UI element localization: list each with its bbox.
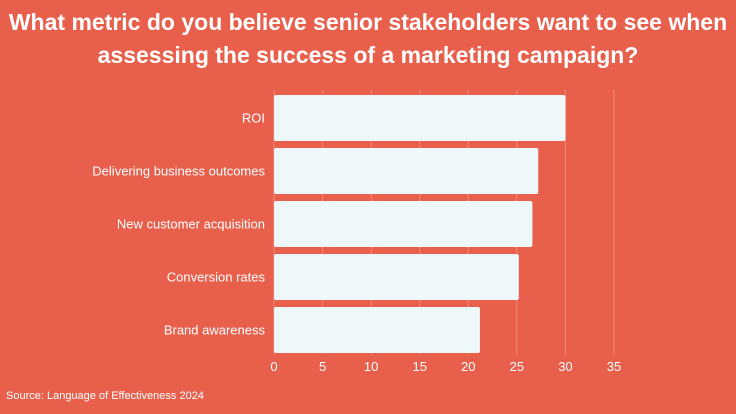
- x-tick-label: 5: [319, 359, 326, 374]
- bar: [274, 95, 566, 141]
- category-label: New customer acquisition: [117, 217, 265, 232]
- category-label: Delivering business outcomes: [92, 164, 265, 179]
- x-tick-label: 15: [412, 359, 426, 374]
- bar: [274, 201, 533, 247]
- category-label: Brand awareness: [164, 323, 266, 338]
- source-note: Source: Language of Effectiveness 2024: [6, 390, 204, 402]
- x-tick-label: 10: [364, 359, 378, 374]
- chart-title: What metric do you believe senior stakeh…: [8, 9, 728, 68]
- x-tick-labels: 0 5 10 15 20 25 30 35: [270, 359, 621, 374]
- x-tick-label: 0: [270, 359, 277, 374]
- category-label: Conversion rates: [167, 270, 266, 285]
- x-tick-label: 20: [461, 359, 475, 374]
- bar: [274, 148, 539, 194]
- bars: [274, 95, 566, 353]
- x-tick-label: 30: [558, 359, 572, 374]
- x-tick-label: 25: [510, 359, 524, 374]
- bar: [274, 254, 519, 300]
- category-label: ROI: [242, 111, 265, 126]
- bar: [274, 307, 480, 353]
- category-labels: ROI Delivering business outcomes New custo…: [92, 111, 265, 338]
- x-tick-label: 35: [607, 359, 621, 374]
